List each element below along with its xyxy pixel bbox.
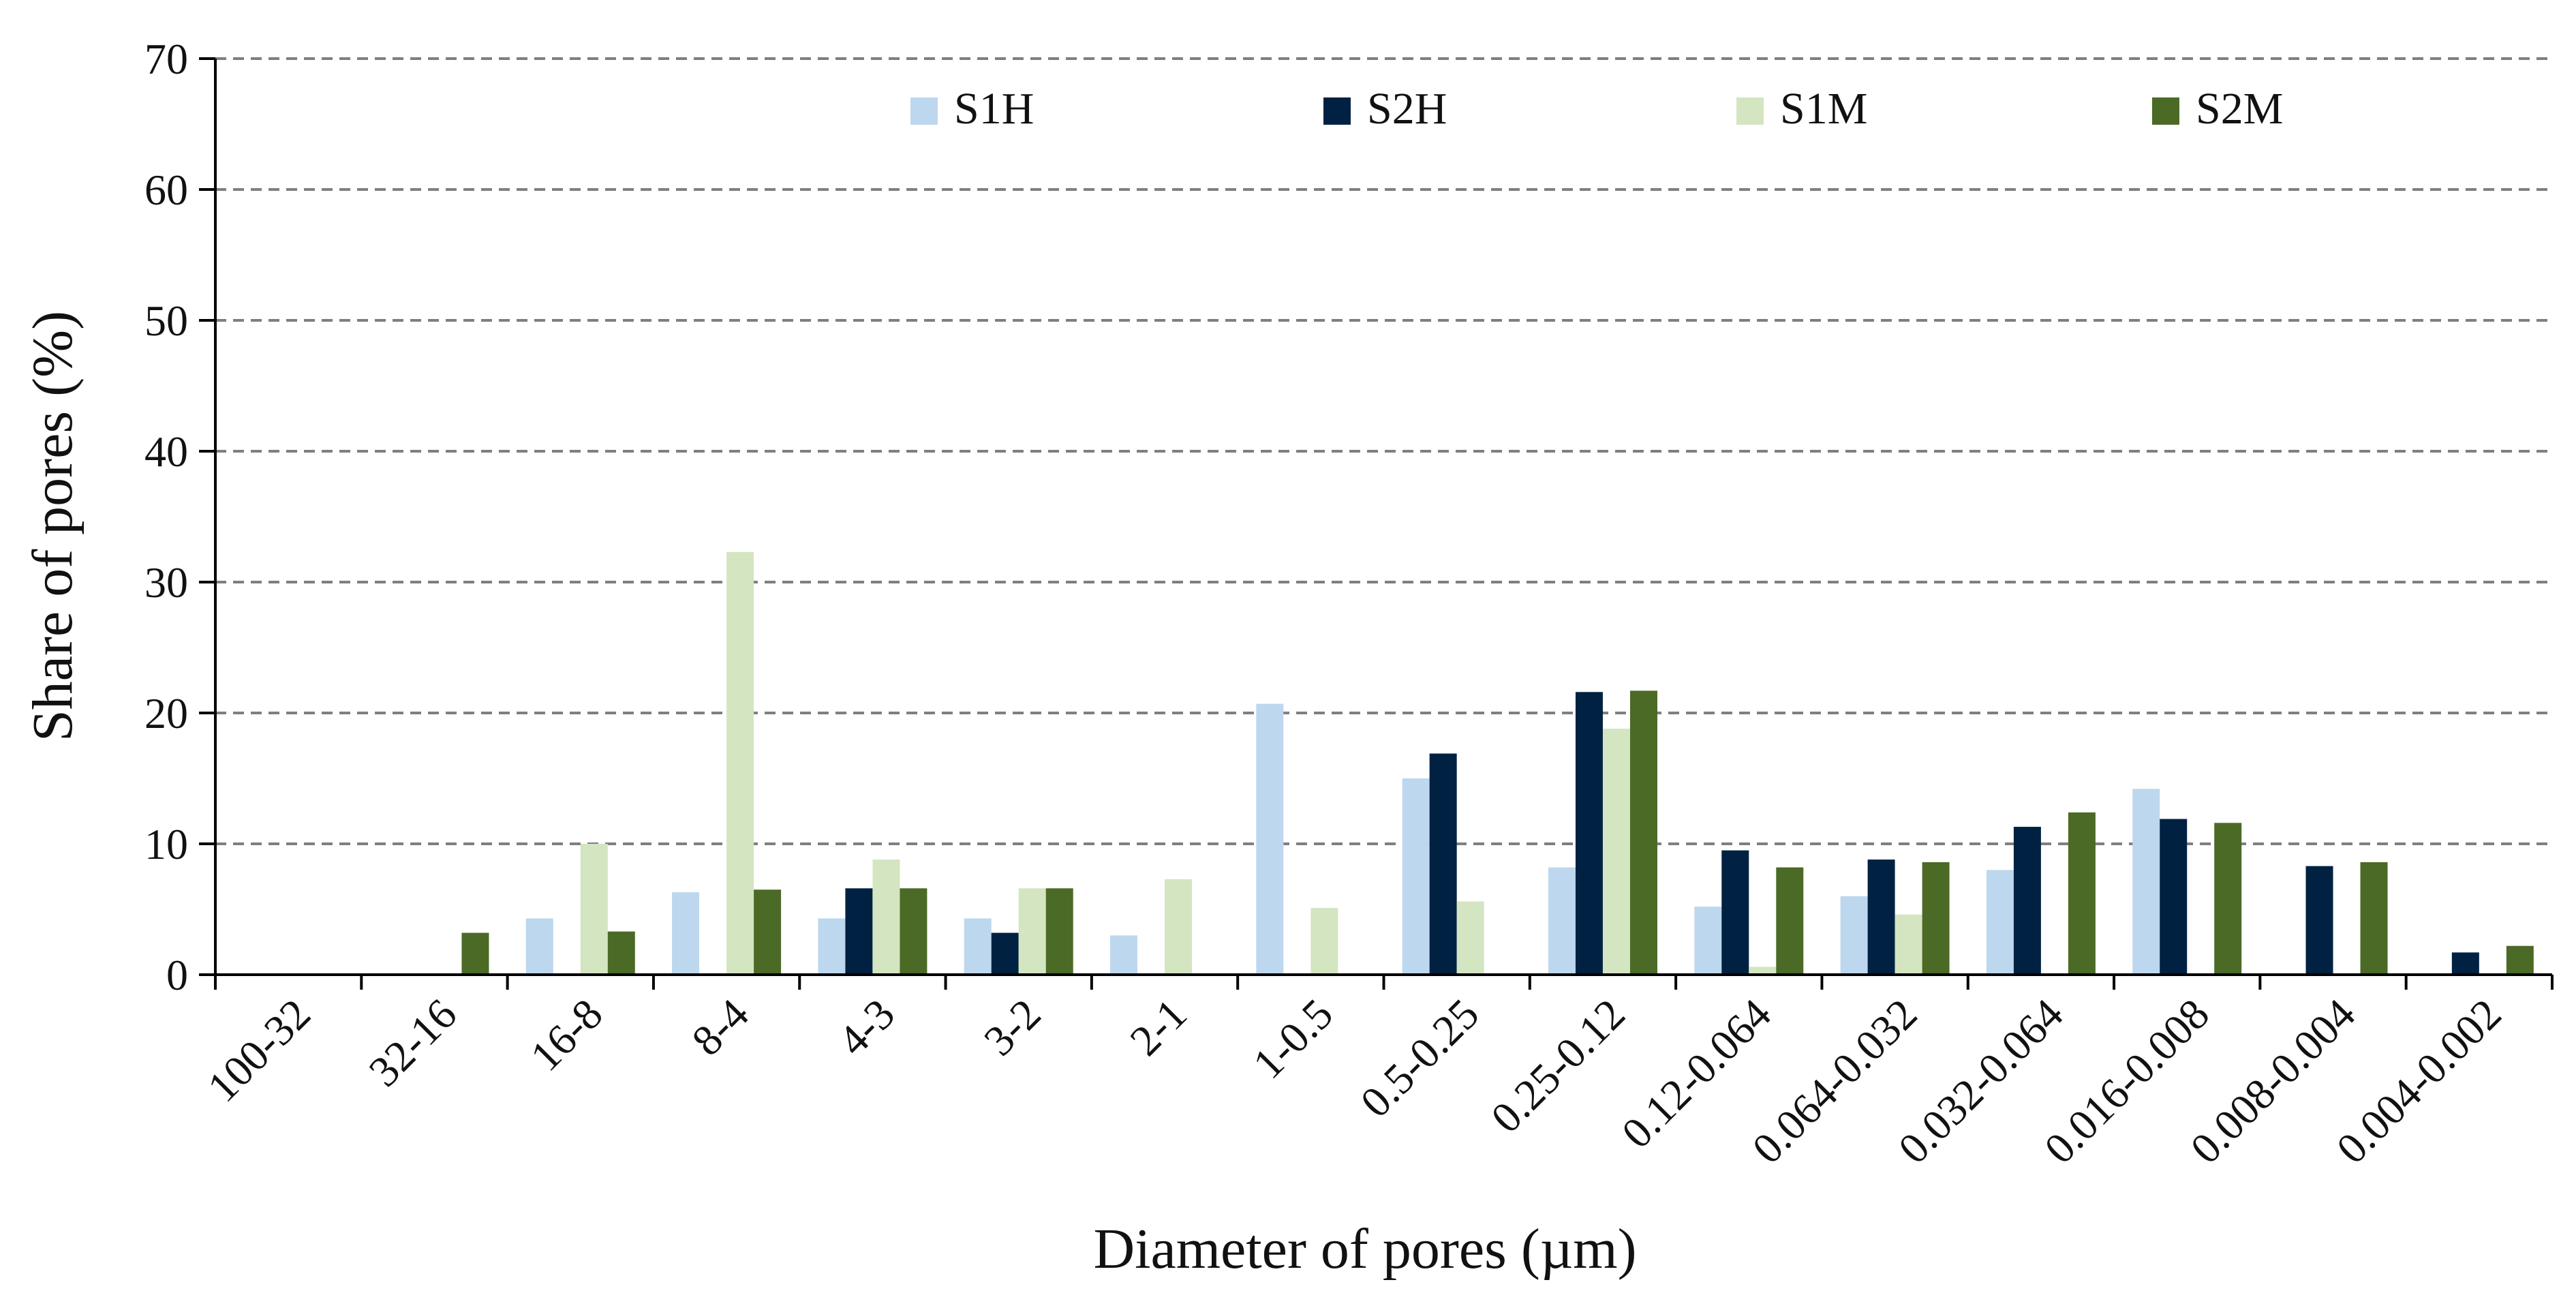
bar-s2h <box>1867 860 1895 975</box>
legend-swatch-s1h <box>910 97 938 125</box>
bar-s1h <box>1256 703 1284 975</box>
bar-s2h <box>2305 866 2333 975</box>
y-tick-label: 50 <box>144 296 188 345</box>
bar-s1m <box>1895 914 1922 975</box>
y-axis-title: Share of pores (%) <box>21 311 85 742</box>
bar-s2m <box>1776 867 1804 975</box>
bar-s2m <box>2360 862 2388 975</box>
bar-s1h <box>964 918 992 975</box>
bar-s1m <box>1018 888 1046 975</box>
bar-s1h <box>1840 896 1868 975</box>
x-tick-label: 32-16 <box>360 990 466 1096</box>
y-tick-label: 60 <box>144 166 188 214</box>
bar-s2m <box>607 931 635 975</box>
legend: S1H S2H S1M S2M <box>910 84 2283 134</box>
legend-label: S1M <box>1780 84 1867 134</box>
bar-s1h <box>1110 935 1138 975</box>
x-tick-label: 0.5-0.25 <box>1351 990 1488 1127</box>
bar-s1m <box>1602 729 1630 975</box>
bar-s1h <box>1402 778 1430 975</box>
x-tick-label: 100-32 <box>198 990 320 1111</box>
y-tick-label: 0 <box>166 951 188 999</box>
bar-s2h <box>845 888 873 975</box>
x-tick-label: 1-0.5 <box>1244 990 1342 1088</box>
y-tick-label: 20 <box>144 689 188 737</box>
legend-swatch-s1m <box>1736 97 1764 125</box>
legend-label: S1H <box>954 84 1034 134</box>
bars <box>461 551 2534 975</box>
bar-s2m <box>1629 690 1657 975</box>
bar-s1h <box>1548 867 1576 975</box>
y-tick-label: 70 <box>144 35 188 83</box>
x-tick-label: 4-3 <box>829 990 904 1065</box>
bar-s2m <box>2068 812 2096 975</box>
legend-swatch-s2h <box>1323 97 1351 125</box>
bar-s1h <box>525 918 553 975</box>
bar-s2m <box>1922 862 1950 975</box>
bar-s1m <box>1749 967 1777 975</box>
x-tick-label: 0.25-0.12 <box>1482 990 1634 1142</box>
bar-s1h <box>2132 789 2160 975</box>
bar-s2m <box>2506 945 2534 975</box>
axes: 0 10 20 30 40 50 60 70 100-32 32-16 16-8 8-4 4-3 3-2 2… <box>144 35 2554 1173</box>
bar-s2m <box>900 888 927 975</box>
y-tick-label: 40 <box>144 427 188 476</box>
bar-s2h <box>1721 850 1749 975</box>
bar-s1h <box>818 918 846 975</box>
bar-s2m <box>754 889 782 975</box>
bar-s2m <box>2214 823 2242 975</box>
gridlines <box>215 57 2552 845</box>
bar-s1m <box>1310 908 1338 975</box>
legend-label: S2H <box>1367 84 1447 134</box>
legend-label: S2M <box>2196 84 2283 134</box>
bar-s2h <box>2160 819 2188 975</box>
legend-swatch-s2m <box>2152 97 2179 125</box>
bar-s2h <box>1429 753 1457 975</box>
bar-s1h <box>1694 907 1722 975</box>
bar-s2h <box>991 932 1019 975</box>
bar-s1h <box>672 892 700 975</box>
x-tick-label: 8-4 <box>682 990 758 1065</box>
bar-s2h <box>1575 692 1603 975</box>
x-tick-label: 16-8 <box>521 990 612 1080</box>
x-axis-title: Diameter of pores (µm) <box>1093 1217 1636 1281</box>
bar-s1m <box>1165 879 1193 975</box>
bar-s1m <box>1456 901 1484 975</box>
x-tick-label: 3-2 <box>975 990 1050 1065</box>
bar-s1m <box>872 860 900 975</box>
bar-s2m <box>1045 888 1073 975</box>
bar-s2h <box>2013 827 2041 975</box>
x-tick-label: 2-1 <box>1120 990 1196 1065</box>
bar-s2h <box>2451 952 2479 975</box>
bar-s1h <box>1986 870 2014 975</box>
bar-s1m <box>580 844 608 975</box>
bar-s1m <box>726 551 754 975</box>
y-tick-label: 10 <box>144 820 188 868</box>
y-tick-label: 30 <box>144 558 188 607</box>
bar-s2m <box>461 932 489 975</box>
